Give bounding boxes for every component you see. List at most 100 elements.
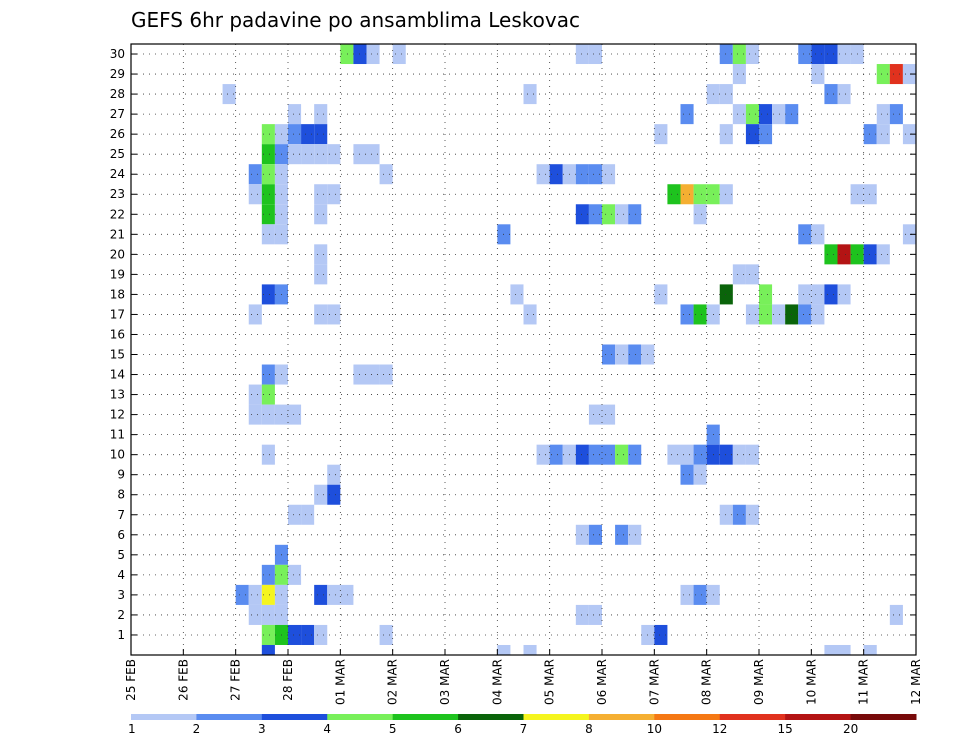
precip-cell [314,264,328,285]
precip-cell [902,64,916,85]
precip-cell [366,44,380,65]
y-tick-label: 2 [117,608,125,622]
precip-cell [314,304,328,325]
precip-cell [811,304,825,325]
precip-cell [732,104,746,125]
colorbar-label: 20 [843,722,858,736]
colorbar-segment [458,714,524,720]
precip-cell [745,444,759,465]
precip-cell [667,184,681,205]
precip-cell [824,44,838,65]
precip-cell [680,304,694,325]
x-tick-label: 07 MAR [647,659,661,705]
precip-cell [693,584,707,605]
precip-cell [654,284,668,305]
precip-cell [876,124,890,145]
precip-cell [863,644,877,655]
precip-cell [602,444,616,465]
precip-cell [314,624,328,645]
precip-cell [261,144,275,165]
precip-cell [680,184,694,205]
precip-cell [719,84,733,105]
precip-cell [327,584,341,605]
precip-cell [248,164,262,185]
x-tick-label: 03 MAR [438,659,452,705]
precip-cell [248,604,262,625]
y-tick-label: 19 [110,267,125,281]
precip-cell [628,344,642,365]
precip-cell [261,184,275,205]
precip-cell [902,224,916,245]
precip-cell [719,184,733,205]
precip-cell [759,104,773,125]
colorbar-label: 15 [778,722,793,736]
y-tick-label: 16 [110,327,125,341]
x-tick-label: 04 MAR [490,659,504,705]
precip-cell [327,464,341,485]
precip-cell [379,624,393,645]
precip-cell [798,284,812,305]
precip-cell [719,124,733,145]
precip-cell [745,104,759,125]
precip-cell [340,584,354,605]
colorbar-label: 7 [520,722,528,736]
y-tick-label: 3 [117,588,125,602]
precip-cell [301,144,315,165]
precip-cell [732,264,746,285]
precip-cell [340,44,354,65]
precip-cell [811,44,825,65]
precip-cell [366,144,380,165]
precip-cell [588,604,602,625]
precip-cell [824,84,838,105]
precip-cell [261,604,275,625]
precip-cell [327,144,341,165]
precip-cell [719,44,733,65]
precip-cell [628,444,642,465]
y-tick-label: 28 [110,87,125,101]
data-cells [222,44,916,655]
precip-cell [261,584,275,605]
precip-cell [602,404,616,425]
precip-cell [588,444,602,465]
x-tick-label: 10 MAR [804,659,818,705]
precip-cell [549,444,563,465]
y-tick-label: 12 [110,408,125,422]
precip-cell [680,584,694,605]
precip-cell [863,184,877,205]
precip-cell [261,204,275,225]
precip-cell [288,564,302,585]
precip-cell [811,284,825,305]
precip-cell [261,624,275,645]
precip-cell [693,184,707,205]
colorbar-segment [719,714,786,720]
precip-cell [314,244,328,265]
y-tick-label: 10 [110,448,125,462]
precip-cell [588,404,602,425]
precip-cell [693,304,707,325]
precip-cell [288,624,302,645]
colorbar-segment [785,714,852,720]
y-tick-label: 14 [110,368,125,382]
precip-cell [261,164,275,185]
precip-cell [261,444,275,465]
y-tick-label: 27 [110,107,125,121]
precip-cell [745,304,759,325]
y-tick-label: 9 [117,468,125,482]
y-tick-label: 24 [110,167,125,181]
precip-cell [523,644,537,655]
precip-cell [876,104,890,125]
precip-cell [288,144,302,165]
x-tick-label: 05 MAR [543,659,557,705]
precip-cell [602,164,616,185]
precip-cell [588,524,602,545]
precip-cell [772,304,786,325]
y-tick-label: 22 [110,207,125,221]
colorbar-segment [392,714,459,720]
colorbar-segment [850,714,917,720]
precip-cell [222,84,236,105]
x-tick-label: 01 MAR [333,659,347,705]
precip-cell [745,504,759,525]
x-tick-label: 11 MAR [857,659,871,705]
precip-cell [680,444,694,465]
